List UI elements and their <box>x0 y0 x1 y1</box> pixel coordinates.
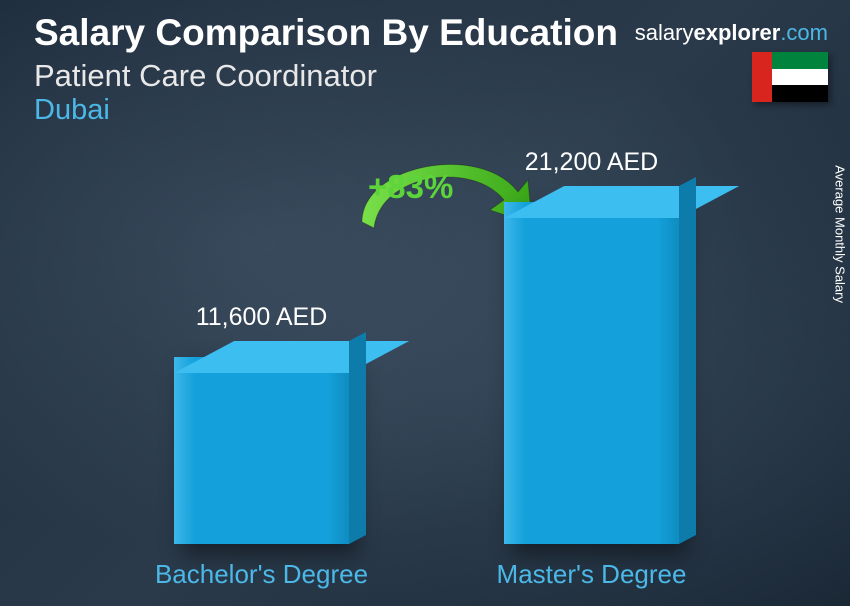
bar-value: 21,200 AED <box>504 148 679 177</box>
flag-stripe-bot <box>772 85 828 102</box>
flag-stripes <box>772 52 828 102</box>
flag-stripe-top <box>772 52 828 69</box>
brand-suffix: .com <box>780 20 828 45</box>
y-axis-label: Average Monthly Salary <box>833 165 848 303</box>
bar-face-side <box>679 177 696 544</box>
bar-face-front <box>174 357 349 544</box>
bar-face-front <box>504 202 679 544</box>
bar-face-top <box>174 341 409 373</box>
bar-face-side <box>349 332 366 544</box>
flag-stripe-mid <box>772 69 828 86</box>
brand-prefix: salary <box>635 20 694 45</box>
flag-uae <box>752 52 828 102</box>
bar-value: 11,600 AED <box>174 303 349 332</box>
brand-main: explorer <box>693 20 780 45</box>
brand-logo: salaryexplorer.com <box>635 20 828 46</box>
page-title: Salary Comparison By Education <box>34 12 618 54</box>
header: Salary Comparison By Education Patient C… <box>34 12 618 127</box>
delta-percentage: +83% <box>368 168 453 206</box>
bar-body <box>504 202 679 544</box>
flag-hoist <box>752 52 772 102</box>
page-subtitle: Patient Care Coordinator <box>34 58 618 94</box>
bar-body <box>174 357 349 544</box>
bar-category-label: Bachelor's Degree <box>142 559 382 590</box>
bar-bachelors: 11,600 AED Bachelor's Degree <box>174 357 349 544</box>
location-label: Dubai <box>34 94 618 127</box>
bar-category-label: Master's Degree <box>472 559 712 590</box>
bar-masters: 21,200 AED Master's Degree <box>504 202 679 544</box>
